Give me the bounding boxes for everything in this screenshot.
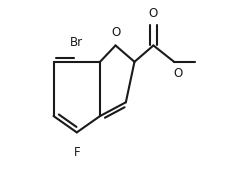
Text: F: F: [74, 146, 80, 159]
Text: O: O: [149, 7, 158, 20]
Text: O: O: [111, 26, 120, 39]
Text: Br: Br: [70, 36, 83, 49]
Text: O: O: [173, 67, 182, 80]
